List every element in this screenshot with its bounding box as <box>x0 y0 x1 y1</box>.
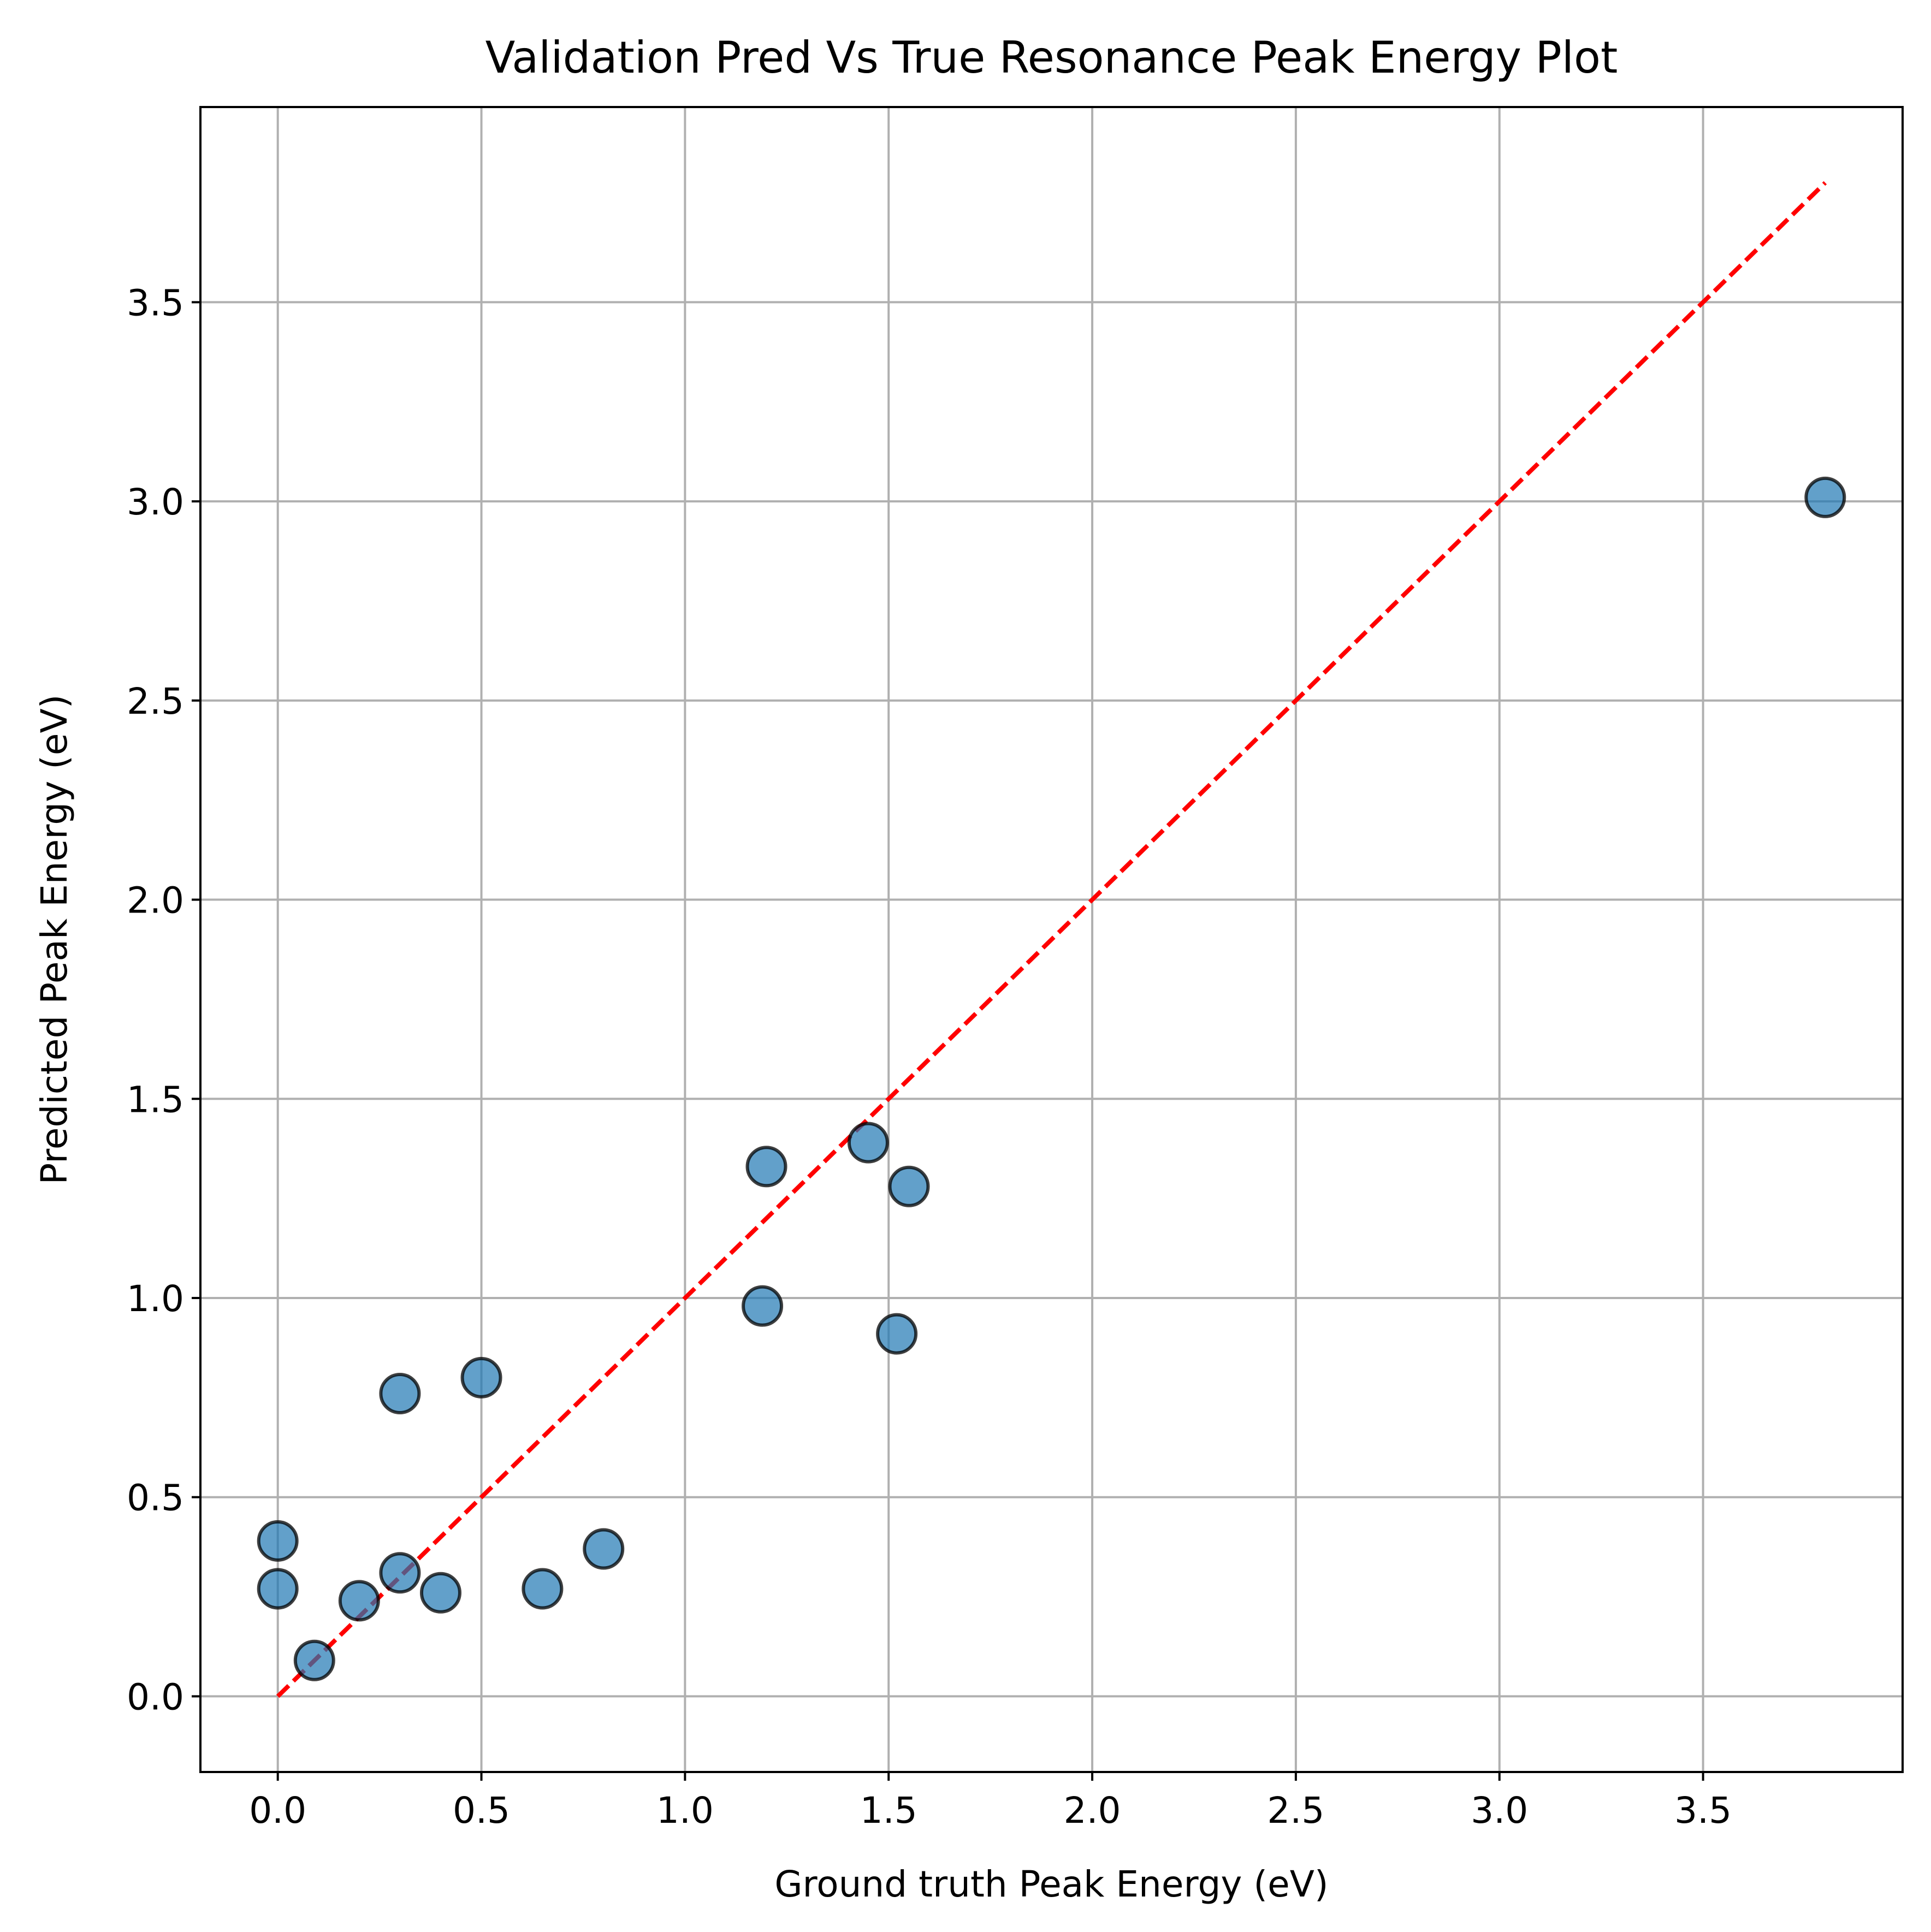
data-point <box>460 1356 502 1398</box>
x-tick-label: 1.5 <box>860 1789 917 1832</box>
data-point <box>379 1552 421 1594</box>
data-point <box>419 1572 461 1614</box>
plot-frame <box>199 106 1904 1773</box>
ticks-layer: 0.0 0.5 1.0 1.5 2.0 2.5 3.0 3.5 0.0 0.5 1.0 1.5 2.0 2… <box>127 282 1732 1832</box>
y-tick-label: 1.5 <box>127 1078 184 1121</box>
y-tick-label: 3.0 <box>127 481 184 523</box>
x-tick-label: 0.0 <box>249 1789 306 1832</box>
data-point <box>742 1285 784 1327</box>
y-tick-label: 0.0 <box>127 1676 184 1718</box>
data-point <box>293 1639 335 1681</box>
data-point <box>522 1568 564 1610</box>
reference-line-layer <box>276 181 1827 1698</box>
x-tick-label: 3.5 <box>1674 1789 1732 1832</box>
data-point <box>583 1528 625 1570</box>
x-tick-label: 3.0 <box>1471 1789 1528 1832</box>
x-axis-label: Ground truth Peak Energy (eV) <box>774 1863 1328 1905</box>
y-tick-label: 0.5 <box>127 1477 184 1519</box>
data-point <box>257 1520 299 1562</box>
data-point <box>876 1313 918 1355</box>
y-tick-label: 1.0 <box>127 1278 184 1320</box>
x-tick-label: 0.5 <box>453 1789 510 1832</box>
y-tick-label: 2.0 <box>127 880 184 922</box>
data-point <box>847 1122 889 1164</box>
x-tick-label: 1.0 <box>656 1789 714 1832</box>
data-point <box>745 1146 787 1188</box>
data-point <box>257 1568 299 1610</box>
y-axis-label: Predicted Peak Energy (eV) <box>33 695 75 1185</box>
data-point <box>338 1580 380 1622</box>
data-point <box>379 1373 421 1415</box>
data-points-layer <box>257 476 1846 1681</box>
x-tick-label: 2.5 <box>1267 1789 1324 1832</box>
data-point <box>1804 476 1846 518</box>
reference-line <box>276 181 1827 1698</box>
y-tick-label: 2.5 <box>127 680 184 722</box>
grid-layer <box>200 107 1903 1772</box>
chart-title: Validation Pred Vs True Resonance Peak E… <box>485 32 1618 83</box>
y-tick-label: 3.5 <box>127 282 184 324</box>
data-point <box>888 1165 930 1207</box>
x-tick-label: 2.0 <box>1064 1789 1121 1832</box>
